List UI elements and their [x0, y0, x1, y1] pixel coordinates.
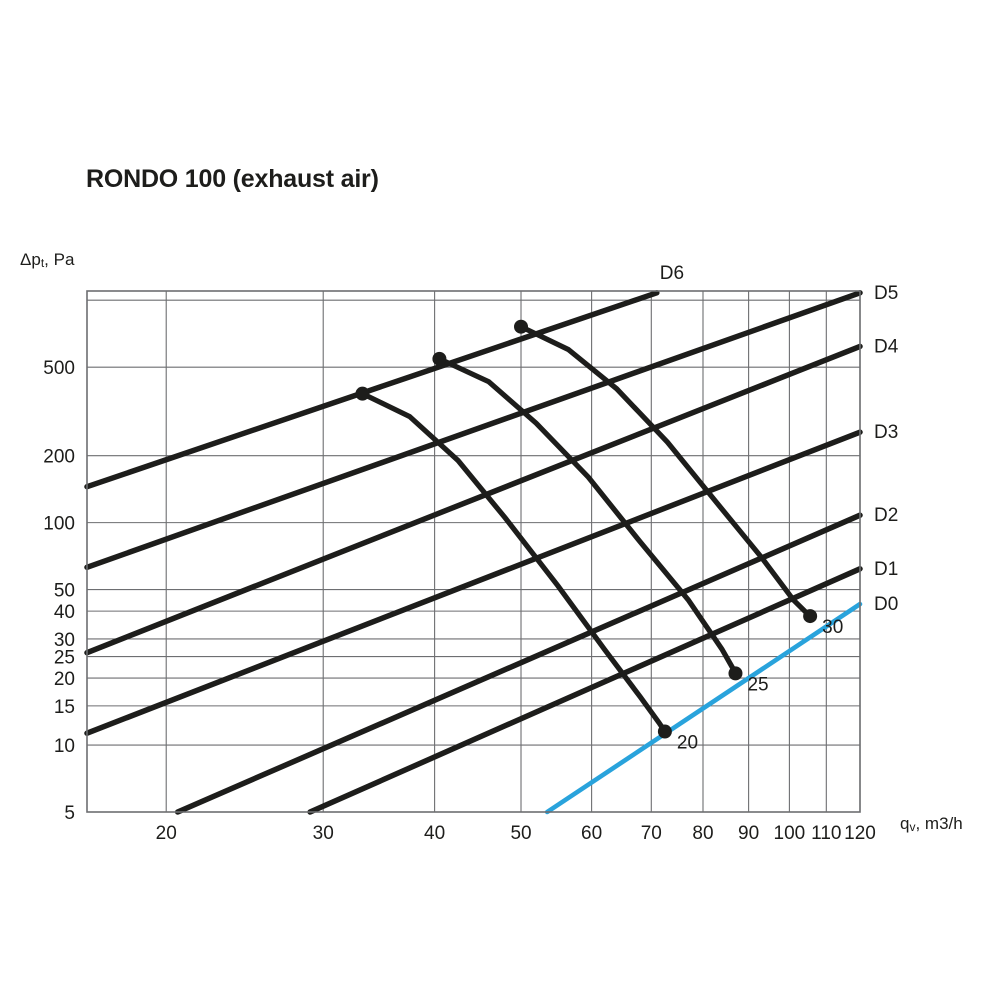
data-point-marker — [355, 386, 370, 401]
y-tick-label: 30 — [54, 630, 75, 651]
y-tick-label: 5 — [64, 803, 75, 824]
chart-title: RONDO 100 (exhaust air) — [86, 165, 379, 193]
y-tick-label: 200 — [43, 447, 75, 468]
series-line-d3 — [84, 429, 863, 736]
x-tick-label: 80 — [692, 823, 713, 844]
y-tick-label: 50 — [54, 581, 75, 602]
point-label-25: 25 — [747, 674, 768, 695]
x-tick-label: 70 — [641, 823, 662, 844]
velocity-curves-group — [359, 324, 813, 735]
series-label-d5: D5 — [874, 283, 898, 304]
data-point-marker — [728, 666, 743, 681]
x-axis-label-subscript: v — [909, 820, 916, 834]
series-label-d4: D4 — [874, 336, 899, 357]
series-line-d6 — [84, 290, 660, 490]
gridlines-group — [87, 291, 861, 813]
velocity-curve-30 — [518, 324, 813, 619]
series-labels-group: D6 D5 D4 D3 D2 D1 D0 — [660, 263, 899, 615]
point-label-20: 20 — [677, 733, 698, 754]
series-label-d2: D2 — [874, 505, 898, 526]
series-label-d6: D6 — [660, 263, 684, 284]
x-tick-label: 120 — [844, 823, 876, 844]
data-point-marker — [657, 724, 672, 739]
series-label-d1: D1 — [874, 559, 898, 580]
x-tick-label: 60 — [581, 823, 602, 844]
point-label-30: 30 — [822, 617, 843, 638]
data-point-marker — [432, 351, 447, 366]
y-tick-label: 100 — [43, 514, 75, 535]
x-axis-label: qv, m3/h — [900, 814, 963, 834]
x-tick-label: 100 — [774, 823, 806, 844]
y-tick-label: 15 — [54, 697, 75, 718]
markers-group — [355, 319, 818, 739]
d-series-group — [84, 290, 863, 815]
x-tick-label: 20 — [156, 823, 177, 844]
y-tick-label: 40 — [54, 602, 75, 623]
series-line-d1 — [307, 566, 863, 815]
series-label-d0: D0 — [874, 594, 898, 615]
x-tick-label: 40 — [424, 823, 445, 844]
x-tick-label: 50 — [510, 823, 531, 844]
series-line-d2 — [174, 512, 863, 815]
x-tick-label: 30 — [313, 823, 334, 844]
y-axis-label: Δpt, Pa — [20, 250, 75, 270]
velocity-curve-20 — [359, 391, 668, 735]
x-tick-label: 110 — [811, 823, 841, 844]
y-axis-label-subscript: t — [40, 256, 45, 270]
series-line-d4 — [84, 343, 863, 656]
y-tick-label: 10 — [54, 736, 75, 757]
data-point-marker — [514, 319, 529, 334]
point-labels-group: 20 25 30 — [677, 617, 843, 753]
y-tick-label: 20 — [54, 669, 75, 690]
x-tick-labels-group: 20 30 40 50 60 70 80 90 100 110 120 — [156, 823, 876, 844]
y-tick-label: 500 — [43, 358, 75, 379]
velocity-curve-25 — [436, 356, 739, 677]
data-point-marker — [803, 609, 818, 624]
x-tick-label: 90 — [738, 823, 759, 844]
plot-border — [86, 290, 861, 813]
plot-frame — [86, 290, 861, 813]
y-tick-label: 25 — [54, 648, 75, 669]
series-line-d0 — [544, 601, 863, 815]
series-line-d5 — [84, 290, 863, 571]
series-label-d3: D3 — [874, 422, 898, 443]
